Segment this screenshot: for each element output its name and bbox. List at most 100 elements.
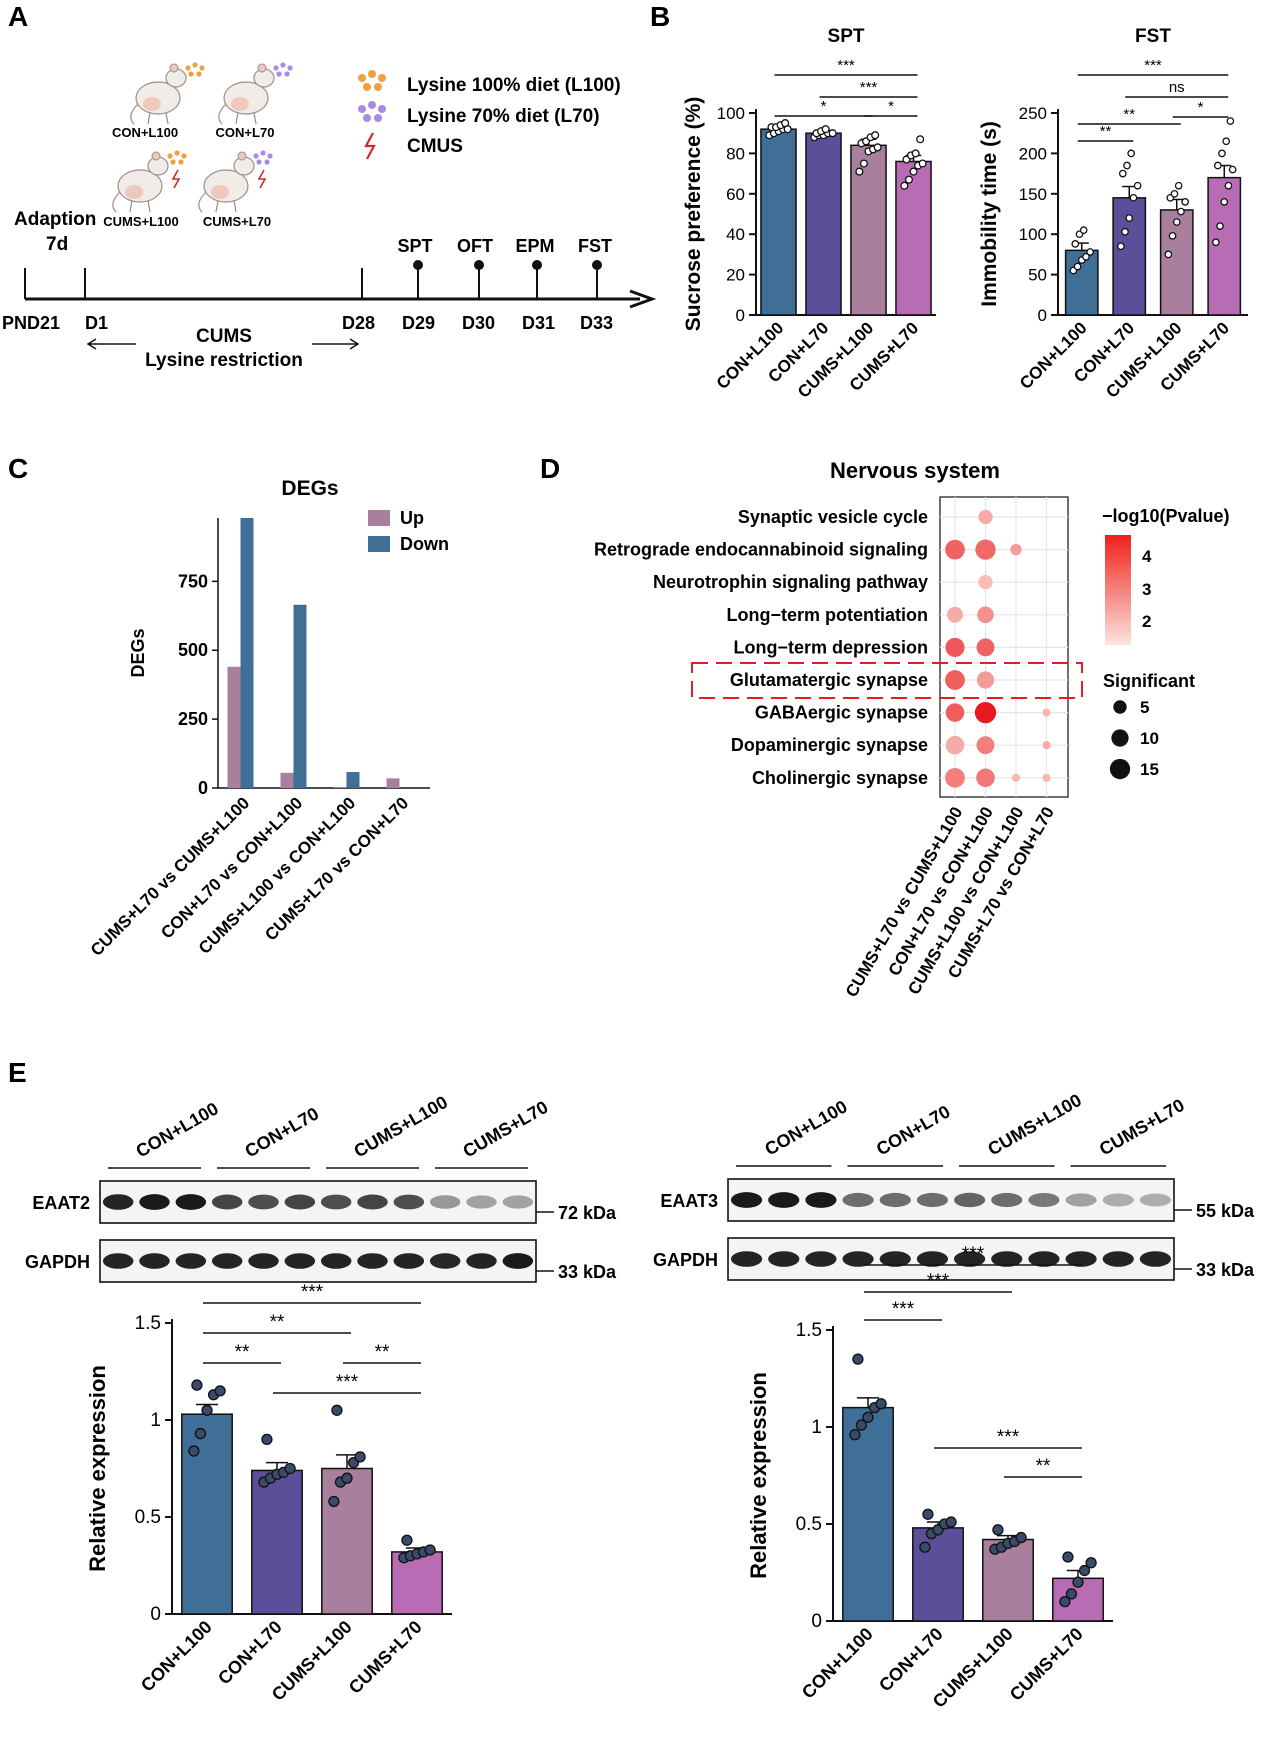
data-point: [900, 181, 909, 190]
y-tick-label: 20: [726, 266, 745, 285]
significance-label: **: [1123, 106, 1135, 123]
data-point: [821, 125, 830, 134]
lysine-restriction-label: Lysine restriction: [145, 350, 303, 371]
blot-band: [842, 1251, 874, 1267]
legend-label: Up: [400, 508, 424, 528]
bubble: [976, 638, 995, 657]
day-pnd21: PND21: [2, 313, 60, 333]
test-fst: FST: [578, 236, 612, 256]
data-point: [852, 1353, 864, 1365]
bubble: [945, 703, 965, 722]
size-legend-dot: [1113, 700, 1127, 714]
bubble: [945, 539, 965, 560]
color-tick-label: 3: [1142, 580, 1151, 599]
y-tick-label: 60: [726, 185, 745, 204]
panel-a: A CON+L100 CON+L70 CUMS+L100 CUMS+L70 Lysin…: [2, 1, 657, 371]
significance-label: **: [375, 1342, 390, 1363]
bubble: [1042, 741, 1051, 750]
blot-band: [466, 1253, 497, 1269]
blot-band: [502, 1195, 534, 1209]
data-point: [1118, 169, 1127, 178]
bar-up: [333, 787, 347, 788]
blot-band: [879, 1192, 911, 1208]
color-tick-label: 4: [1142, 547, 1152, 566]
color-legend-bar: [1105, 535, 1131, 645]
bar: [982, 1538, 1034, 1622]
data-point: [1164, 250, 1173, 259]
x-tick-label: CON+L100: [137, 1617, 216, 1696]
legend-label: Down: [400, 534, 449, 554]
blot-frame: [727, 1237, 1175, 1281]
data-point: [1062, 1551, 1074, 1563]
mouse-label: CUMS+L100: [103, 214, 179, 229]
blot-band: [248, 1194, 279, 1210]
data-point: [871, 131, 880, 140]
y-tick-label: 0: [150, 1604, 161, 1625]
molecular-weight-label: 55 kDa: [1196, 1201, 1255, 1221]
data-point: [328, 1495, 340, 1508]
bubble: [1042, 773, 1051, 782]
data-point: [916, 135, 925, 144]
day-d28: D28: [342, 313, 375, 333]
blot-band: [211, 1194, 243, 1210]
data-point: [1078, 1564, 1091, 1577]
day-d30: D30: [462, 313, 495, 333]
y-tick-label: 150: [1019, 185, 1047, 204]
data-point: [424, 1544, 436, 1556]
bubble: [974, 701, 997, 724]
day-d1: D1: [85, 313, 108, 333]
y-axis-label: Sucrose preference (%): [682, 97, 705, 332]
significance-label: ***: [927, 1271, 950, 1292]
data-point: [992, 1524, 1004, 1536]
y-tick-label: 1: [150, 1410, 161, 1431]
blot-band: [429, 1195, 461, 1209]
data-point: [1133, 181, 1142, 190]
data-point: [1121, 227, 1129, 236]
data-point: [1220, 198, 1229, 206]
significance-label: ***: [892, 1299, 915, 1320]
data-point: [1073, 262, 1082, 271]
significance-label: ***: [860, 79, 878, 96]
chart-title: DEGs: [281, 477, 338, 500]
blot-band: [768, 1192, 800, 1208]
data-point: [191, 1379, 203, 1391]
y-tick-label: 40: [726, 225, 745, 244]
y-tick-label: 250: [178, 709, 208, 729]
blot-band: [1028, 1251, 1060, 1267]
blot-band: [916, 1251, 949, 1267]
y-tick-label: 200: [1019, 144, 1047, 163]
data-point: [855, 167, 864, 176]
blot-band: [1139, 1251, 1172, 1267]
data-point: [1082, 252, 1090, 261]
data-point: [911, 149, 920, 158]
data-point: [284, 1462, 296, 1475]
cums-label: CUMS: [196, 326, 252, 347]
data-point: [194, 1427, 207, 1440]
bubble: [945, 735, 965, 755]
legend-l70: Lysine 70% diet (L70): [407, 106, 600, 127]
color-legend-title: −log10(Pvalue): [1102, 506, 1230, 526]
blot-band: [357, 1253, 388, 1269]
bubble: [976, 768, 995, 788]
mouse-icon: [130, 62, 205, 125]
data-point: [341, 1472, 353, 1484]
pathway-label: Dopaminergic synapse: [731, 735, 928, 755]
pathway-label: Long−term potentiation: [727, 605, 929, 625]
data-point: [945, 1516, 957, 1528]
lightning-bolt-icon: [171, 169, 181, 189]
legend-l100: Lysine 100% diet (L100): [407, 75, 621, 96]
panelA-legend: Lysine 100% diet (L100) Lysine 70% diet …: [358, 70, 621, 160]
data-point: [1216, 222, 1224, 230]
data-point: [1117, 242, 1125, 251]
bar: [912, 1527, 964, 1622]
mouse-icon: [112, 150, 187, 213]
data-point: [1129, 193, 1138, 202]
bubble: [976, 671, 995, 689]
data-point: [201, 1404, 213, 1416]
blot-band: [1102, 1193, 1134, 1207]
western-blot-right: CON+L100 CON+L70 CUMS+L100 CUMS+L70 EAAT3 55 …: [653, 1090, 1255, 1281]
blot-band: [991, 1192, 1023, 1208]
y-tick-label: 100: [717, 104, 745, 123]
data-point: [859, 159, 868, 168]
data-point: [918, 159, 927, 168]
